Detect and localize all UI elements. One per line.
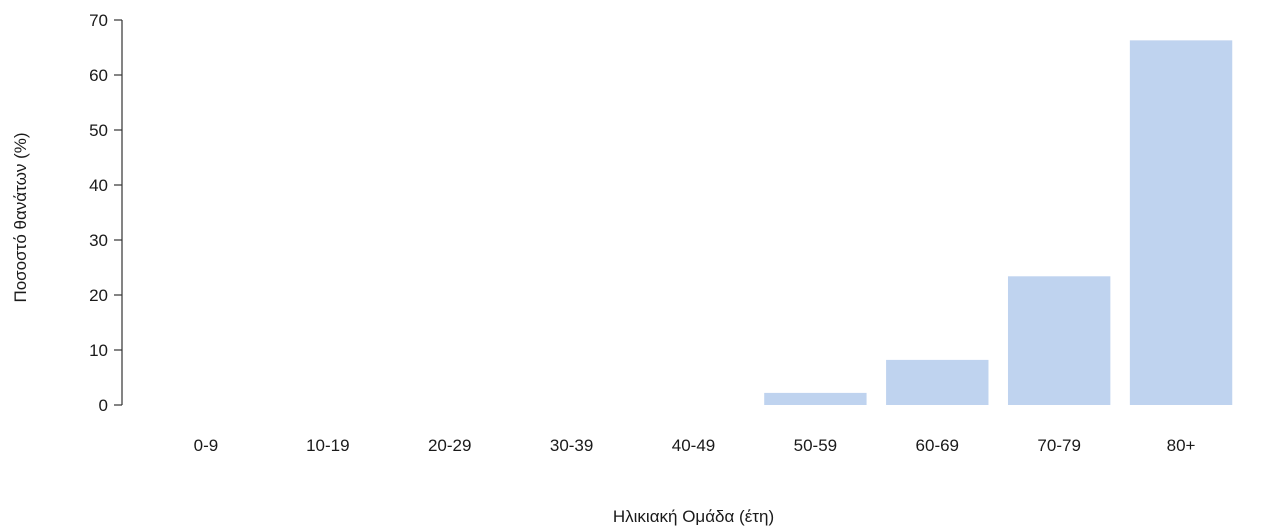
y-tick-label: 20 — [89, 286, 108, 305]
bar-80+ — [1129, 40, 1233, 405]
y-tick-label: 70 — [89, 11, 108, 30]
x-tick-label: 30-39 — [550, 436, 593, 455]
x-tick-label: 10-19 — [306, 436, 349, 455]
y-tick-label: 30 — [89, 231, 108, 250]
x-tick-label: 20-29 — [428, 436, 471, 455]
y-tick-label: 10 — [89, 341, 108, 360]
y-tick-label: 50 — [89, 121, 108, 140]
y-ticks: 0 10 20 30 40 50 60 70 — [89, 11, 122, 415]
x-category-labels: 0-9 10-19 20-29 30-39 40-49 50-59 60-69 70-79 80… — [194, 436, 1196, 455]
bars — [764, 40, 1233, 405]
x-tick-label: 80+ — [1167, 436, 1196, 455]
y-tick-label: 60 — [89, 66, 108, 85]
x-axis-title: Ηλικιακή Ομάδα (έτη) — [613, 507, 774, 526]
x-tick-label: 60-69 — [916, 436, 959, 455]
x-tick-label: 70-79 — [1037, 436, 1080, 455]
x-tick-label: 50-59 — [794, 436, 837, 455]
x-tick-label: 0-9 — [194, 436, 219, 455]
bar-60-69 — [886, 359, 989, 405]
y-tick-label: 0 — [99, 396, 108, 415]
x-tick-label: 40-49 — [672, 436, 715, 455]
bar-50-59 — [764, 392, 867, 405]
y-tick-label: 40 — [89, 176, 108, 195]
y-axis-title: Ποσοστό θανάτων (%) — [11, 132, 30, 302]
bar-70-79 — [1007, 276, 1111, 405]
y-axis: 0 10 20 30 40 50 60 70 — [89, 11, 123, 415]
